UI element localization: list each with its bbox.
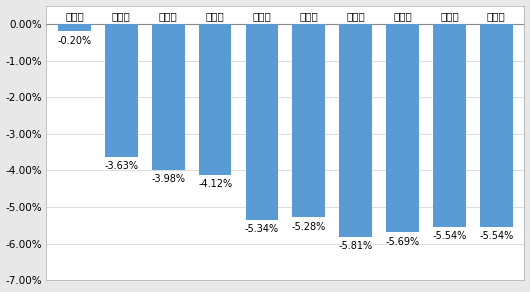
Text: -5.28%: -5.28% bbox=[292, 222, 326, 232]
Text: -3.63%: -3.63% bbox=[104, 161, 138, 171]
Bar bbox=[245, 24, 278, 220]
Text: 第九个: 第九个 bbox=[440, 11, 459, 21]
Bar bbox=[152, 24, 184, 170]
Bar bbox=[105, 24, 138, 157]
Bar bbox=[293, 24, 325, 218]
Text: 第八个: 第八个 bbox=[393, 11, 412, 21]
Text: 第四个: 第四个 bbox=[206, 11, 225, 21]
Text: -5.54%: -5.54% bbox=[479, 231, 514, 241]
Text: -5.34%: -5.34% bbox=[245, 224, 279, 234]
Bar bbox=[339, 24, 372, 237]
Text: 第二个: 第二个 bbox=[112, 11, 131, 21]
Text: -5.69%: -5.69% bbox=[385, 237, 420, 247]
Bar bbox=[480, 24, 513, 227]
Bar bbox=[199, 24, 232, 175]
Bar bbox=[58, 24, 91, 31]
Text: -3.98%: -3.98% bbox=[151, 174, 185, 184]
Bar bbox=[386, 24, 419, 232]
Text: 第五个: 第五个 bbox=[253, 11, 271, 21]
Text: -5.54%: -5.54% bbox=[432, 231, 466, 241]
Text: 第十个: 第十个 bbox=[487, 11, 506, 21]
Text: -4.12%: -4.12% bbox=[198, 179, 232, 189]
Text: -5.81%: -5.81% bbox=[339, 241, 373, 251]
Text: 第三个: 第三个 bbox=[159, 11, 178, 21]
Text: 第七个: 第七个 bbox=[346, 11, 365, 21]
Bar bbox=[433, 24, 466, 227]
Text: 第一个: 第一个 bbox=[65, 11, 84, 21]
Text: 第六个: 第六个 bbox=[299, 11, 318, 21]
Text: -0.20%: -0.20% bbox=[57, 36, 92, 46]
